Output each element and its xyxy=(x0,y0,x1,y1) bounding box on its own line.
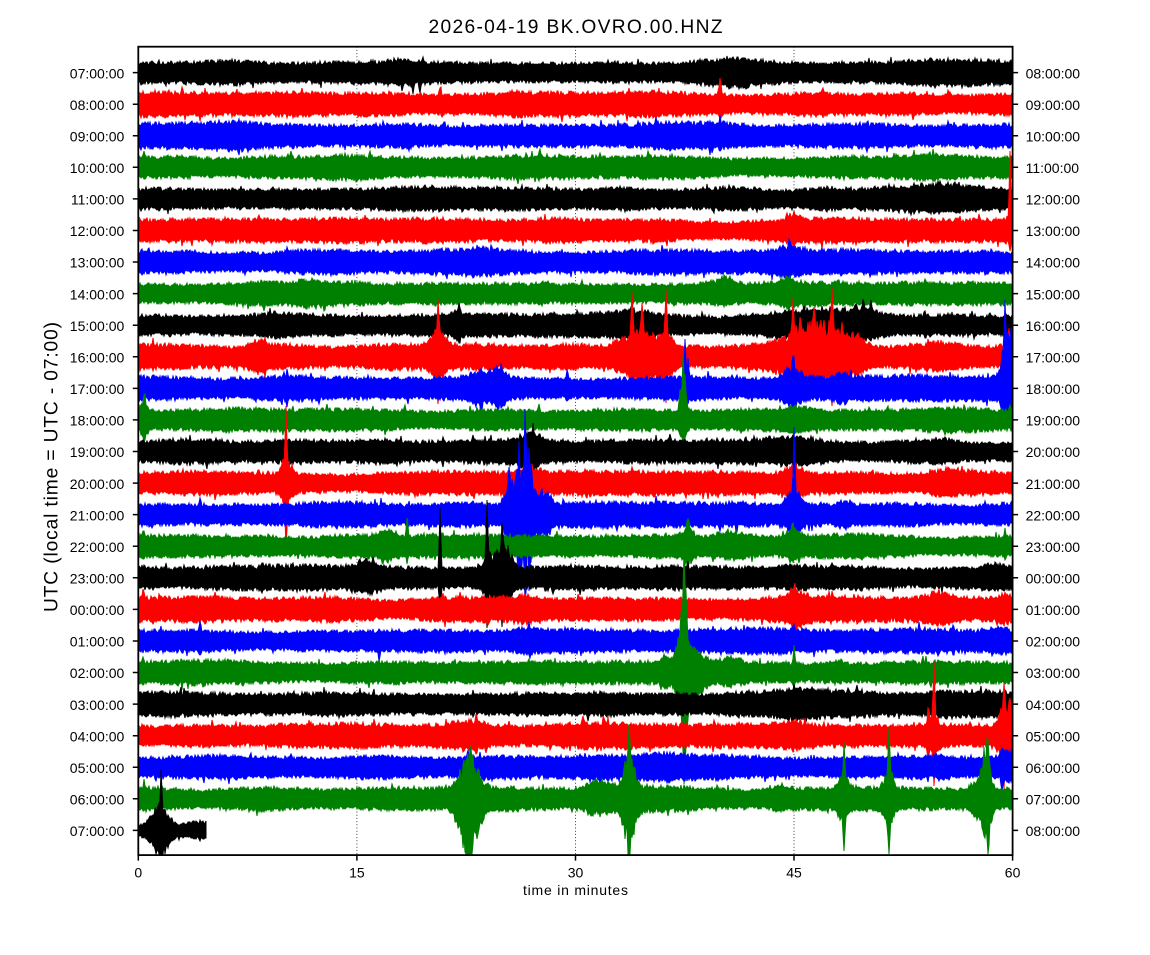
svg-text:07:00:00: 07:00:00 xyxy=(70,823,125,839)
svg-text:00:00:00: 00:00:00 xyxy=(1026,571,1081,587)
svg-text:08:00:00: 08:00:00 xyxy=(70,97,125,113)
svg-text:02:00:00: 02:00:00 xyxy=(1026,634,1081,650)
svg-text:12:00:00: 12:00:00 xyxy=(70,223,125,239)
svg-text:UTC (local time = UTC - 07:00): UTC (local time = UTC - 07:00) xyxy=(42,322,63,612)
svg-text:05:00:00: 05:00:00 xyxy=(1026,728,1081,744)
svg-text:19:00:00: 19:00:00 xyxy=(1026,413,1081,429)
svg-text:17:00:00: 17:00:00 xyxy=(1026,350,1081,366)
svg-text:03:00:00: 03:00:00 xyxy=(1026,665,1081,681)
svg-text:07:00:00: 07:00:00 xyxy=(70,65,125,81)
svg-text:0: 0 xyxy=(134,865,142,881)
svg-text:06:00:00: 06:00:00 xyxy=(70,792,125,808)
svg-text:11:00:00: 11:00:00 xyxy=(71,192,125,208)
svg-text:06:00:00: 06:00:00 xyxy=(1026,760,1081,776)
svg-text:02:00:00: 02:00:00 xyxy=(70,665,125,681)
svg-text:11:00:00: 11:00:00 xyxy=(1026,160,1080,176)
svg-text:10:00:00: 10:00:00 xyxy=(70,160,125,176)
svg-text:09:00:00: 09:00:00 xyxy=(1026,97,1081,113)
svg-text:12:00:00: 12:00:00 xyxy=(1026,192,1081,208)
svg-text:13:00:00: 13:00:00 xyxy=(70,255,125,271)
svg-text:21:00:00: 21:00:00 xyxy=(70,507,125,523)
svg-text:22:00:00: 22:00:00 xyxy=(1026,507,1081,523)
svg-text:14:00:00: 14:00:00 xyxy=(70,286,125,302)
svg-text:20:00:00: 20:00:00 xyxy=(1026,444,1081,460)
svg-text:05:00:00: 05:00:00 xyxy=(70,760,125,776)
svg-text:15:00:00: 15:00:00 xyxy=(70,318,125,334)
svg-text:16:00:00: 16:00:00 xyxy=(70,350,125,366)
svg-text:10:00:00: 10:00:00 xyxy=(1026,128,1081,144)
svg-text:01:00:00: 01:00:00 xyxy=(1026,602,1081,618)
svg-text:04:00:00: 04:00:00 xyxy=(1026,697,1081,713)
svg-text:2026-04-19 BK.OVRO.00.HNZ: 2026-04-19 BK.OVRO.00.HNZ xyxy=(429,17,723,38)
svg-text:15: 15 xyxy=(349,865,365,881)
svg-text:16:00:00: 16:00:00 xyxy=(1026,318,1081,334)
svg-text:15:00:00: 15:00:00 xyxy=(1026,286,1081,302)
svg-text:08:00:00: 08:00:00 xyxy=(1026,823,1081,839)
svg-text:23:00:00: 23:00:00 xyxy=(1026,539,1081,555)
svg-text:01:00:00: 01:00:00 xyxy=(70,634,125,650)
svg-text:30: 30 xyxy=(568,865,584,881)
svg-text:04:00:00: 04:00:00 xyxy=(70,728,125,744)
svg-text:00:00:00: 00:00:00 xyxy=(70,602,125,618)
svg-text:19:00:00: 19:00:00 xyxy=(70,444,125,460)
svg-text:08:00:00: 08:00:00 xyxy=(1026,65,1081,81)
svg-text:60: 60 xyxy=(1005,865,1021,881)
svg-text:18:00:00: 18:00:00 xyxy=(70,413,125,429)
svg-text:45: 45 xyxy=(786,865,802,881)
svg-text:time in minutes: time in minutes xyxy=(523,882,628,898)
svg-text:20:00:00: 20:00:00 xyxy=(70,476,125,492)
svg-text:03:00:00: 03:00:00 xyxy=(70,697,125,713)
svg-text:09:00:00: 09:00:00 xyxy=(70,128,125,144)
svg-text:22:00:00: 22:00:00 xyxy=(70,539,125,555)
svg-text:17:00:00: 17:00:00 xyxy=(70,381,125,397)
svg-text:23:00:00: 23:00:00 xyxy=(70,571,125,587)
svg-text:18:00:00: 18:00:00 xyxy=(1026,381,1081,397)
svg-text:07:00:00: 07:00:00 xyxy=(1026,792,1081,808)
svg-text:14:00:00: 14:00:00 xyxy=(1026,255,1081,271)
svg-text:21:00:00: 21:00:00 xyxy=(1026,476,1081,492)
svg-text:13:00:00: 13:00:00 xyxy=(1026,223,1081,239)
